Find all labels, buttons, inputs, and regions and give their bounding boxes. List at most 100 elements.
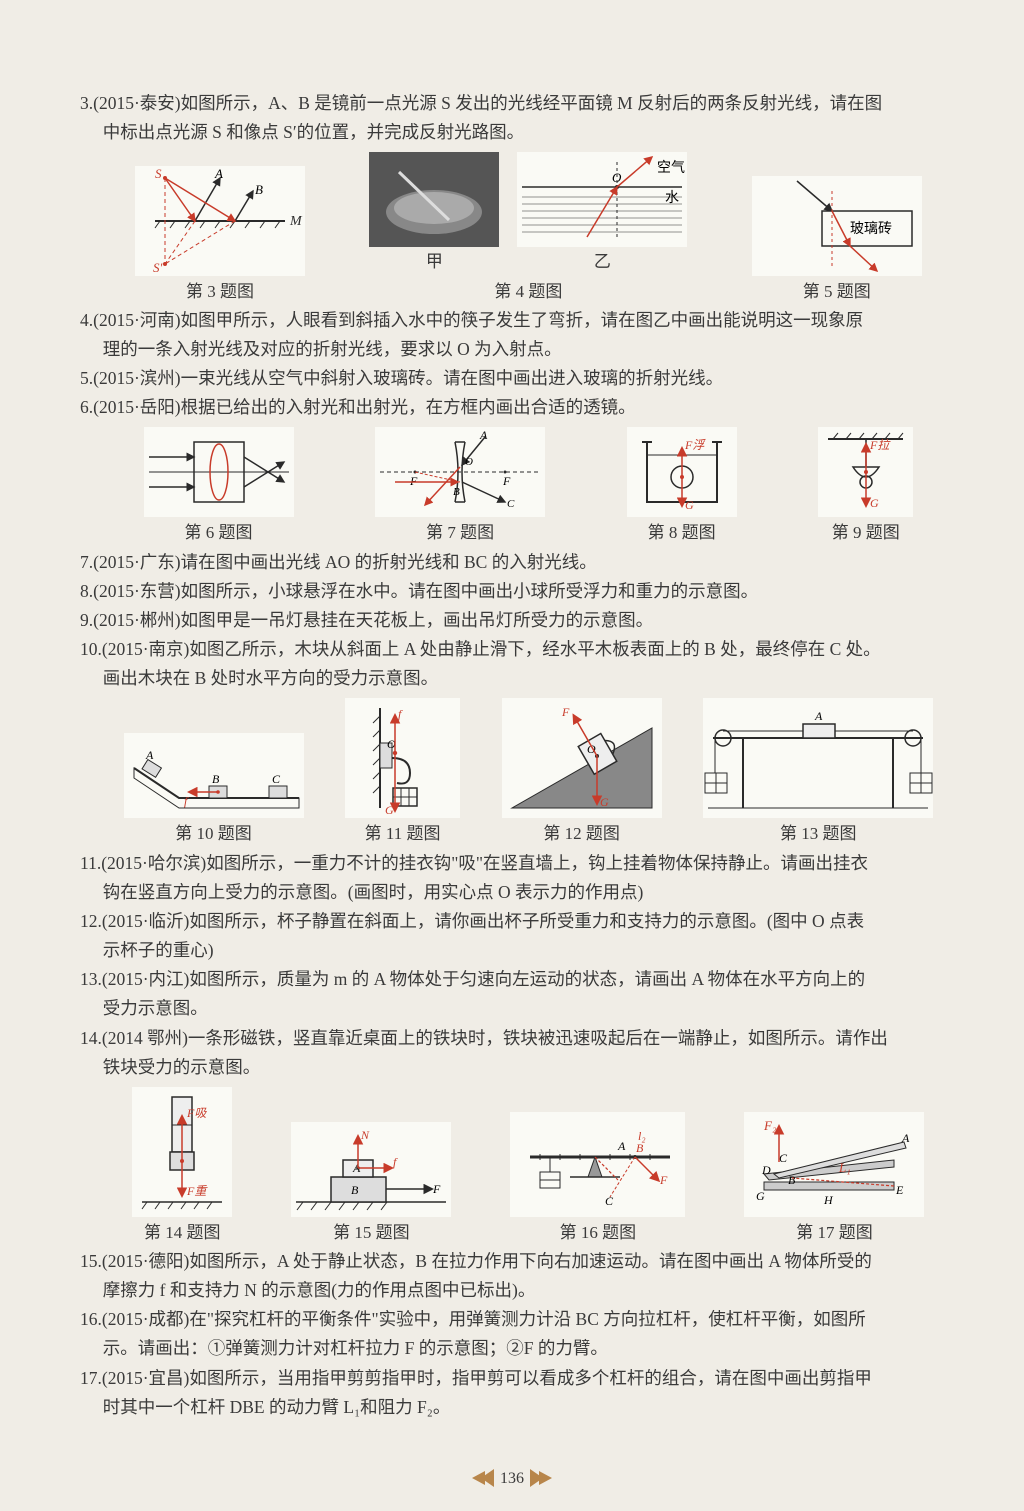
svg-text:G: G — [600, 795, 609, 809]
caption-4b: 乙 — [594, 249, 611, 275]
diagram-3-mirror: M A B S S′ — [135, 166, 305, 276]
q-num: 4. — [80, 310, 93, 330]
fig-8: F浮 G 第 8 题图 — [627, 427, 737, 546]
label-glass: 玻璃砖 — [850, 220, 892, 237]
svg-text:E: E — [895, 1183, 904, 1197]
q-src: (2015·东营) — [93, 581, 180, 601]
fig-14: F吸 F重 第 14 题图 — [132, 1087, 232, 1246]
q-text: 请在图中画出光线 AO 的折射光线和 BC 的入射光线。 — [181, 552, 597, 572]
question-13-cont: 受力示意图。 — [80, 995, 954, 1022]
q-src: (2015·岳阳) — [93, 397, 180, 417]
caption-10: 第 10 题图 — [175, 821, 252, 847]
fig-13: A 第 13 题图 — [703, 698, 933, 847]
svg-text:B: B — [636, 1141, 644, 1155]
q-text: 根据已给出的入射光和出射光，在方框内画出合适的透镜。 — [181, 397, 636, 417]
q-text: 如图乙所示，木块从斜面上 A 处由静止滑下，经水平木板表面上的 B 处，最终停在… — [189, 639, 880, 659]
q-src: (2015·滨州) — [93, 368, 180, 388]
svg-text:B: B — [351, 1183, 359, 1197]
q-src: (2015·临沂) — [102, 911, 189, 931]
q-text: 如图所示，A、B 是镜前一点光源 S 发出的光线经平面镜 M 反射后的两条反射光… — [181, 93, 882, 113]
question-4: 4.(2015·河南)如图甲所示，人眼看到斜插入水中的筷子发生了弯折，请在图乙中… — [80, 307, 954, 334]
question-16: 16.(2015·成都)在"探究杠杆的平衡条件"实验中，用弹簧测力计沿 BC 方… — [80, 1306, 954, 1333]
caption-6: 第 6 题图 — [185, 520, 253, 546]
fig-4: 甲 空气 水 O — [369, 152, 687, 305]
fig-12: O G F 第 12 题图 — [502, 698, 662, 847]
q-text: 如图所示，一重力不计的挂衣钩"吸"在竖直墙上，钩上挂着物体保持静止。请画出挂衣 — [206, 853, 868, 873]
svg-text:S: S — [155, 166, 162, 181]
svg-text:f: f — [398, 707, 403, 721]
fig-9: F拉 G 第 9 题图 — [818, 427, 913, 546]
q-src: (2015·哈尔滨) — [101, 853, 206, 873]
svg-text:F: F — [659, 1173, 668, 1187]
svg-text:G: G — [756, 1189, 765, 1203]
fig-11: O f G 第 11 题图 — [345, 698, 460, 847]
svg-text:F重: F重 — [186, 1184, 208, 1198]
q-num: 15. — [80, 1251, 102, 1271]
svg-text:F: F — [409, 474, 418, 488]
q-num: 6. — [80, 397, 93, 417]
svg-text:A: A — [814, 709, 823, 723]
caption-3: 第 3 题图 — [186, 279, 254, 305]
svg-text:D: D — [761, 1163, 771, 1177]
caption-14: 第 14 题图 — [144, 1220, 221, 1246]
q-text: 一束光线从空气中斜射入玻璃砖。请在图中画出进入玻璃的折射光线。 — [181, 368, 724, 388]
svg-text:F: F — [432, 1182, 441, 1196]
q-num: 12. — [80, 911, 102, 931]
diagram-16-lever: A B C F l₂ — [510, 1112, 685, 1217]
svg-text:A: A — [617, 1139, 626, 1153]
page-content: 3.(2015·泰安)如图所示，A、B 是镜前一点光源 S 发出的光线经平面镜 … — [80, 90, 954, 1421]
q-src: (2015·河南) — [93, 310, 180, 330]
diagram-6-lens — [144, 427, 294, 517]
question-6: 6.(2015·岳阳)根据已给出的入射光和出射光，在方框内画出合适的透镜。 — [80, 394, 954, 421]
page-number: 136 — [467, 1463, 557, 1493]
svg-text:C: C — [605, 1194, 614, 1208]
q-src: (2015·南京) — [102, 639, 189, 659]
q-num: 9. — [80, 610, 93, 630]
svg-text:B: B — [788, 1173, 796, 1187]
q-num: 7. — [80, 552, 93, 572]
q-num: 10. — [80, 639, 102, 659]
svg-text:C: C — [507, 498, 515, 510]
svg-text:N: N — [360, 1128, 370, 1142]
question-16-cont: 示。请画出：①弹簧测力计对杠杆拉力 F 的示意图；②F 的力臂。 — [80, 1335, 954, 1362]
q-src: (2015·泰安) — [93, 93, 180, 113]
svg-text:F浮: F浮 — [684, 438, 706, 452]
fig-7: F F A O B C 第 7 题图 — [375, 427, 545, 546]
fig-3: M A B S S′ 第 3 题图 — [135, 166, 305, 305]
diagram-7-lens: F F A O B C — [375, 427, 545, 517]
svg-text:C: C — [272, 772, 281, 786]
q-num: 14. — [80, 1028, 102, 1048]
svg-text:O: O — [587, 742, 596, 756]
svg-text:A: A — [214, 166, 223, 181]
svg-text:f: f — [393, 1155, 398, 1169]
question-14-cont: 铁块受力的示意图。 — [80, 1054, 954, 1081]
caption-9: 第 9 题图 — [832, 520, 900, 546]
caption-5: 第 5 题图 — [803, 279, 871, 305]
q-src: (2015·德阳) — [102, 1251, 189, 1271]
svg-text:f: f — [184, 794, 189, 808]
caption-16: 第 16 题图 — [560, 1220, 637, 1246]
label-air: 空气 — [657, 160, 685, 176]
q-num: 3. — [80, 93, 93, 113]
diagram-12-cup: O G F — [502, 698, 662, 818]
fig-16: A B C F l₂ 第 16 题图 — [510, 1112, 685, 1246]
svg-text:B: B — [255, 182, 263, 197]
q-text: 如图所示，小球悬浮在水中。请在图中画出小球所受浮力和重力的示意图。 — [181, 581, 759, 601]
caption-13: 第 13 题图 — [780, 821, 857, 847]
caption-7: 第 7 题图 — [426, 520, 494, 546]
svg-text:H: H — [823, 1193, 834, 1207]
q-text: 如图所示，A 处于静止状态，B 在拉力作用下向右加速运动。请在图中画出 A 物体… — [189, 1251, 872, 1271]
question-5: 5.(2015·滨州)一束光线从空气中斜射入玻璃砖。请在图中画出进入玻璃的折射光… — [80, 365, 954, 392]
caption-15: 第 15 题图 — [333, 1220, 410, 1246]
question-13: 13.(2015·内江)如图所示，质量为 m 的 A 物体处于匀速向左运动的状态… — [80, 966, 954, 993]
q-src: (2014 鄂州) — [102, 1028, 188, 1048]
fig-row-1: M A B S S′ 第 3 题图 — [80, 152, 954, 305]
fig-15: B A F N f 第 15 题图 — [291, 1122, 451, 1246]
caption-17: 第 17 题图 — [796, 1220, 873, 1246]
diagram-11-hook: O f G — [345, 698, 460, 818]
question-9: 9.(2015·郴州)如图甲是一吊灯悬挂在天花板上，画出吊灯所受力的示意图。 — [80, 607, 954, 634]
diagram-4a-photo — [369, 152, 499, 247]
diagram-4b-refraction: 空气 水 O — [517, 152, 687, 247]
svg-text:F₂: F₂ — [763, 1118, 777, 1133]
svg-text:A: A — [901, 1131, 910, 1145]
